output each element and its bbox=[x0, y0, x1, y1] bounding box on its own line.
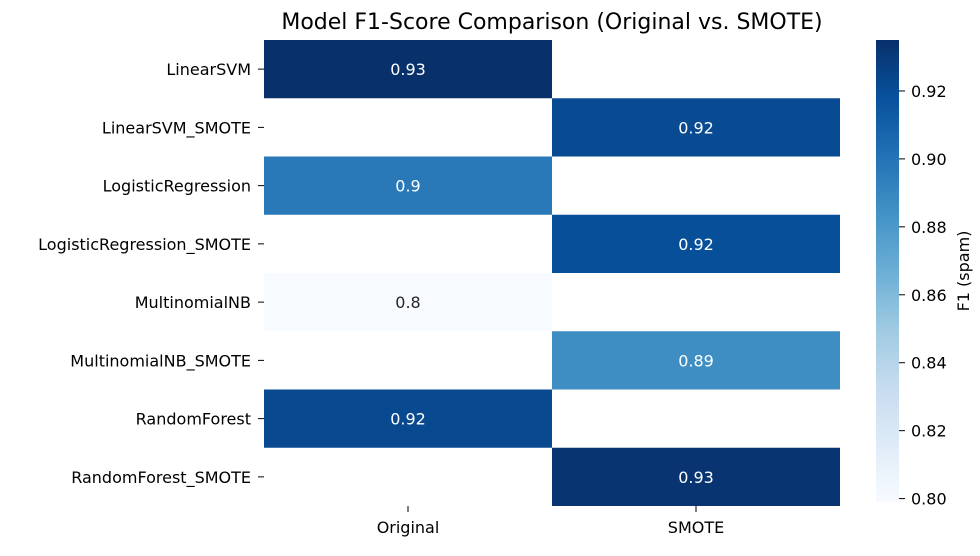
cell-value-label: 0.8 bbox=[395, 293, 420, 312]
heatmap-cell bbox=[552, 214, 840, 273]
colorbar-tick-label: 0.82 bbox=[911, 422, 947, 441]
colorbar-tick-label: 0.84 bbox=[911, 354, 947, 373]
column-labels: Original SMOTE bbox=[377, 506, 724, 537]
row-label: RandomForest_SMOTE bbox=[71, 468, 251, 488]
colorbar-tick-label: 0.88 bbox=[911, 218, 947, 237]
chart-title: Model F1-Score Comparison (Original vs. … bbox=[281, 10, 822, 35]
row-label: RandomForest bbox=[136, 410, 251, 429]
colorbar-gradient bbox=[876, 40, 899, 502]
colorbar-tick-label: 0.86 bbox=[911, 286, 947, 305]
cell-value-label: 0.93 bbox=[678, 468, 714, 487]
row-label: LogisticRegression_SMOTE bbox=[38, 235, 251, 255]
column-label: Original bbox=[377, 518, 440, 537]
row-label: LinearSVM bbox=[166, 60, 251, 79]
cell-value-label: 0.92 bbox=[390, 410, 426, 429]
heatmap-cell bbox=[264, 389, 552, 448]
heatmap-cell bbox=[552, 98, 840, 157]
row-label: LinearSVM_SMOTE bbox=[102, 118, 251, 138]
heatmap-cell bbox=[552, 331, 840, 390]
cell-value-label: 0.92 bbox=[678, 118, 714, 137]
heatmap-cell bbox=[264, 40, 552, 99]
heatmap-cell bbox=[264, 156, 552, 215]
cell-value-label: 0.92 bbox=[678, 235, 714, 254]
colorbar-label: F1 (spam) bbox=[954, 231, 973, 312]
heatmap-cell bbox=[552, 447, 840, 506]
cell-value-label: 0.93 bbox=[390, 60, 426, 79]
cell-value-label: 0.89 bbox=[678, 351, 714, 370]
column-label: SMOTE bbox=[668, 518, 724, 537]
colorbar-tick-label: 0.90 bbox=[911, 150, 947, 169]
cell-value-label: 0.9 bbox=[395, 177, 420, 196]
colorbar-tick-label: 0.92 bbox=[911, 82, 947, 101]
heatmap-cell bbox=[264, 273, 552, 332]
colorbar: 0.80 0.82 0.84 0.86 0.88 0.90 0.92 F1 (spam) bbox=[876, 40, 973, 509]
row-label: LogisticRegression bbox=[103, 177, 251, 196]
row-label: MultinomialNB bbox=[135, 293, 251, 312]
row-labels: LinearSVM LinearSVM_SMOTE LogisticRegressi… bbox=[38, 60, 264, 488]
heatmap-cells: 0.93 0.92 0.9 0.92 0.8 0.89 0.92 0.93 bbox=[264, 40, 840, 506]
row-label: MultinomialNB_SMOTE bbox=[70, 351, 251, 371]
colorbar-tick-label: 0.80 bbox=[911, 490, 947, 509]
